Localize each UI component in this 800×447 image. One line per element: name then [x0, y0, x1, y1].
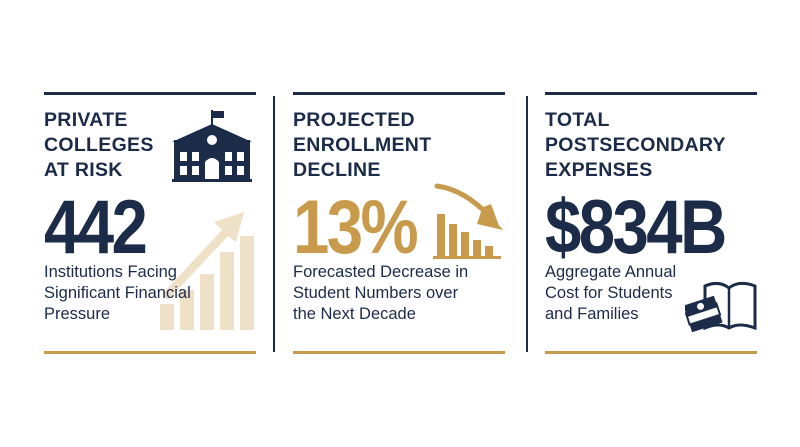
desc-line: the Next Decade: [293, 305, 416, 323]
title-line: AT RISK: [44, 159, 123, 181]
panel-divider: [526, 96, 528, 352]
panel-title: PROJECTED ENROLLMENT DECLINE: [293, 108, 431, 183]
desc-line: Forecasted Decrease in: [293, 263, 469, 281]
stat-panel-private-colleges: PRIVATE COLLEGES AT RISK 442 Institution…: [44, 92, 256, 354]
panel-bottom-rule: [293, 351, 505, 354]
title-line: DECLINE: [293, 159, 381, 181]
panel-top-rule: [44, 92, 256, 95]
title-line: EXPENSES: [545, 159, 653, 181]
title-line: PRIVATE: [44, 109, 128, 131]
title-line: COLLEGES: [44, 134, 154, 156]
panel-top-rule: [293, 92, 505, 95]
stat-value: 13%: [293, 185, 419, 270]
stat-description: Institutions Facing Significant Financia…: [44, 262, 191, 325]
desc-line: Pressure: [44, 305, 111, 323]
school-building-icon: [172, 110, 252, 182]
money-and-book-icon: [685, 281, 757, 333]
panel-top-rule: [545, 92, 757, 95]
title-line: PROJECTED: [293, 109, 415, 131]
panel-title: TOTAL POSTSECONDARY EXPENSES: [545, 108, 726, 183]
stat-value: 442: [44, 185, 148, 270]
desc-line: Institutions Facing: [44, 263, 177, 281]
desc-line: and Families: [545, 305, 639, 323]
title-line: TOTAL: [545, 109, 610, 131]
stat-value: $834B: [545, 185, 727, 270]
stat-panel-enrollment-decline: PROJECTED ENROLLMENT DECLINE 13% Forecas…: [293, 92, 505, 354]
desc-line: Aggregate Annual: [545, 263, 677, 281]
desc-line: Student Numbers over: [293, 284, 459, 302]
desc-line: Significant Financial: [44, 284, 191, 302]
desc-line: Cost for Students: [545, 284, 673, 302]
rising-bar-chart-icon: [160, 212, 254, 330]
panel-bottom-rule: [545, 351, 757, 354]
stat-description: Aggregate Annual Cost for Students and F…: [545, 262, 676, 325]
title-line: ENROLLMENT: [293, 134, 432, 156]
stat-panel-total-expenses: TOTAL POSTSECONDARY EXPENSES $834B Aggre…: [545, 92, 757, 354]
panel-title: PRIVATE COLLEGES AT RISK: [44, 108, 154, 183]
stat-description: Forecasted Decrease in Student Numbers o…: [293, 262, 468, 325]
panel-bottom-rule: [44, 351, 256, 354]
title-line: POSTSECONDARY: [545, 134, 726, 156]
declining-bar-chart-icon: [433, 183, 503, 259]
panel-divider: [273, 96, 275, 352]
